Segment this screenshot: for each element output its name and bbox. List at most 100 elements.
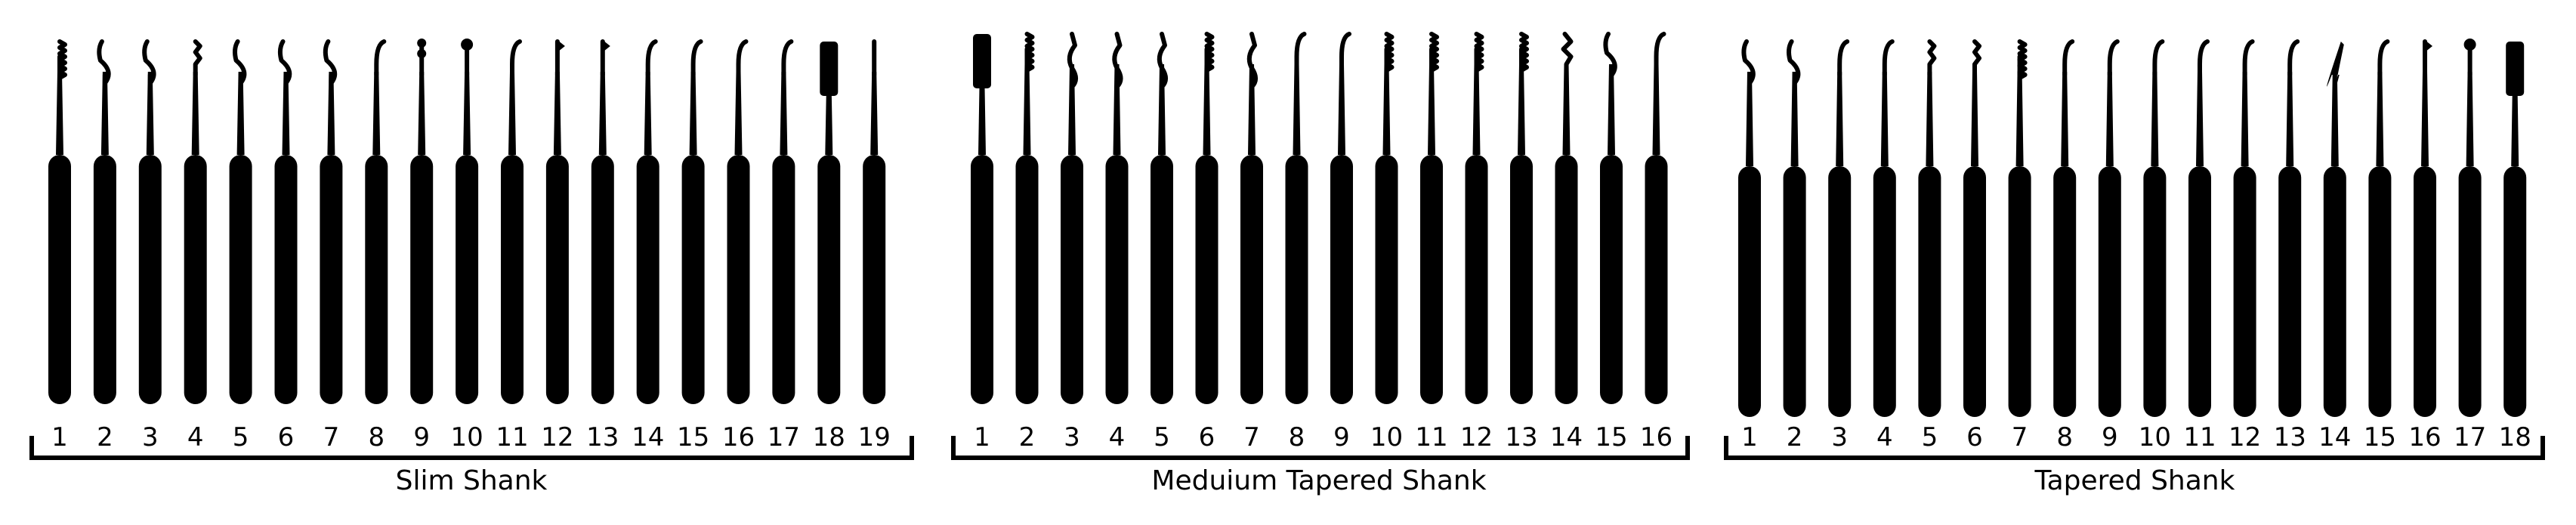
pick-number: 7	[1243, 422, 1260, 452]
pick-shaft	[1382, 64, 1391, 155]
pick-shaft	[1836, 72, 1844, 166]
pick-tip	[233, 39, 247, 85]
pick-shaft	[2466, 72, 2474, 166]
pick-shaft	[100, 72, 109, 155]
slim-shank-bracket	[29, 436, 914, 460]
pick-number: 17	[2454, 422, 2486, 452]
pick-tip	[1112, 32, 1123, 89]
pick: 9	[410, 39, 434, 452]
pick-number: 5	[1154, 422, 1170, 452]
pick-number: 16	[722, 422, 755, 452]
pick-tip	[1603, 32, 1617, 78]
pick-handle	[2278, 166, 2302, 417]
pick: 2	[1783, 39, 1806, 452]
pick-tip	[1294, 32, 1307, 69]
pick-handle	[48, 155, 71, 404]
pick-handle	[2323, 166, 2346, 417]
pick-number: 10	[450, 422, 483, 452]
pick-handle	[1195, 155, 1219, 404]
pick-shaft	[1790, 72, 1799, 166]
pick-handle	[1330, 155, 1353, 404]
pick-tip	[1384, 32, 1395, 73]
pick-number: 4	[187, 422, 204, 452]
pick-shaft	[508, 72, 516, 155]
pick-handle	[2233, 166, 2256, 417]
pick-number: 9	[1333, 422, 1350, 452]
pick-handle	[1600, 155, 1623, 404]
pick-handle	[93, 155, 116, 404]
pick-handle	[1105, 155, 1129, 404]
pick-tip	[1972, 39, 1981, 77]
pick-number: 8	[1289, 422, 1305, 452]
pick: 13	[1505, 32, 1538, 452]
pick: 5	[1151, 32, 1173, 452]
pick-number: 2	[1019, 422, 1036, 452]
pick-number: 16	[1640, 422, 1673, 452]
pick-tip	[1339, 32, 1351, 69]
pick-number: 6	[1199, 422, 1215, 452]
pick: 7	[320, 39, 343, 452]
pick-tip	[2062, 39, 2075, 77]
pick-shaft	[553, 72, 561, 155]
pick-number: 7	[2012, 422, 2028, 452]
pick-tip	[973, 34, 991, 89]
tapered-shank-group: 1 2 3 4 5 6 7 8 9 10 11 12 13 14 15 16 17 18 Tapered Shan…	[1724, 39, 2545, 496]
pick-shaft	[644, 72, 652, 155]
pick-handle	[138, 155, 162, 404]
pick: 6	[1195, 32, 1219, 452]
pick-number: 1	[974, 422, 990, 452]
pick-tip	[2152, 39, 2165, 77]
pick-number: 3	[1831, 422, 1848, 452]
pick-shaft	[1926, 72, 1934, 166]
pick: 18	[2499, 42, 2531, 452]
pick-shaft	[2330, 72, 2339, 166]
pick-handle	[456, 155, 479, 404]
pick: 16	[2408, 39, 2442, 452]
pick-handle	[1151, 155, 1173, 404]
pick-handle	[229, 155, 252, 404]
pick-shaft	[689, 72, 697, 155]
pick-shaft	[870, 72, 879, 155]
pick-number: 4	[1109, 422, 1126, 452]
pick-shaft	[2061, 72, 2069, 166]
pick-tip	[1067, 32, 1078, 89]
pick: 4	[1873, 39, 1896, 452]
pick-tip	[554, 39, 565, 77]
pick-tip	[2198, 39, 2210, 77]
pick-tip	[417, 39, 427, 77]
pick-number: 9	[2102, 422, 2118, 452]
pick: 1	[971, 34, 993, 452]
pick-handle	[636, 155, 659, 404]
pick-number: 18	[813, 422, 845, 452]
pick: 6	[1963, 39, 1986, 452]
pick-tip	[2242, 39, 2255, 77]
pick-number: 13	[586, 422, 619, 452]
pick-handle	[1783, 166, 1806, 417]
pick-handle	[1873, 166, 1896, 417]
pick-shaft	[282, 72, 290, 155]
pick-handle	[365, 155, 388, 404]
pick-number: 12	[2229, 422, 2261, 452]
pick-number: 5	[233, 422, 249, 452]
pick-shaft	[1880, 72, 1889, 166]
pick: 10	[1370, 32, 1403, 452]
pick-handle	[772, 155, 795, 404]
pick-handle	[501, 155, 524, 404]
pick-number: 7	[323, 422, 340, 452]
pick-shaft	[1203, 64, 1211, 155]
pick-handle	[410, 155, 434, 404]
pick-tip	[1561, 32, 1574, 69]
pick-shaft	[734, 72, 743, 155]
pick-shaft	[1428, 64, 1435, 155]
pick-number: 6	[1966, 422, 1983, 452]
pick-shaft	[598, 72, 607, 155]
pick: 5	[1918, 39, 1941, 452]
pick-tip	[1246, 32, 1258, 89]
pick-handle	[1918, 166, 1941, 417]
pick-shaft	[327, 72, 335, 155]
medium-tapered-shank-group: 1 2 3 4 5 6 7 8 9 10 11 12 13 14 15 16 Meduium Tapered …	[951, 32, 1690, 496]
pick-number: 2	[97, 422, 113, 452]
pick-tip	[2107, 39, 2120, 77]
pick-number: 13	[1505, 422, 1537, 452]
pick-handle	[1285, 155, 1308, 404]
